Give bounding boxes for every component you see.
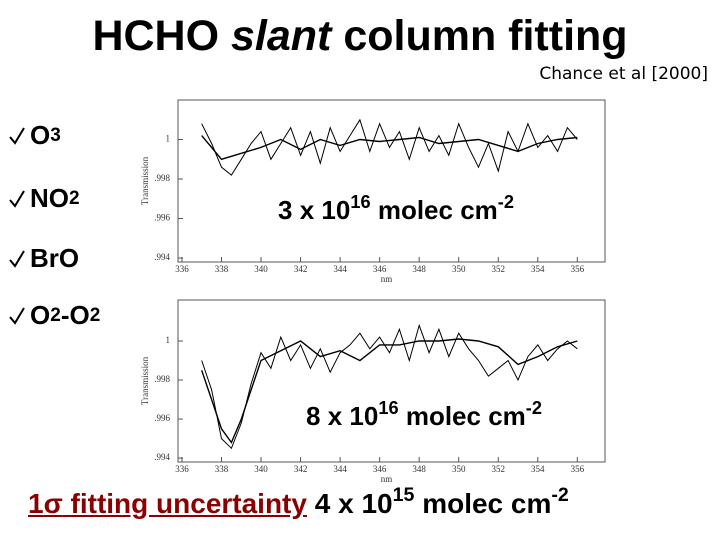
check-icon (9, 249, 25, 268)
bullet-sub: 3 (50, 124, 61, 146)
bullet-sub: 2 (69, 187, 80, 209)
x-tick-label: 338 (215, 264, 229, 274)
data-line (201, 338, 578, 444)
data-line (201, 118, 578, 176)
bullet-text: -O (60, 300, 90, 330)
x-tick-label: 340 (254, 264, 268, 274)
bullet-sub: 2 (50, 304, 61, 326)
x-tick-label: 354 (531, 264, 545, 274)
footer-label: 1σ fitting uncertainty (28, 488, 307, 519)
bullet: NO 2 (8, 183, 80, 214)
footer-unit-exp: -2 (551, 484, 569, 506)
x-tick-label: 338 (215, 464, 229, 474)
bullet-text: O (30, 300, 51, 330)
anno-base: 3 x 10 (278, 194, 351, 225)
y-axis-label: Transmission (140, 356, 150, 405)
check-mark (9, 306, 25, 325)
anno-unit: molec cm (405, 400, 526, 431)
x-tick-label: 352 (492, 464, 506, 474)
bullet-text: O (30, 120, 51, 150)
anno-exp: 16 (350, 192, 371, 212)
footer: 1σ fitting uncertainty 4 x 1015 molec cm… (28, 484, 569, 520)
anno-base: 8 x 10 (306, 400, 379, 431)
title-pre: HCHO (92, 12, 220, 60)
x-tick-label: 356 (571, 464, 585, 474)
check-mark (9, 189, 25, 208)
x-tick-label: 346 (373, 264, 387, 274)
chart: 1 .998 .996 .994 336 338 340 342 344 346 348 350 352… (140, 299, 606, 484)
x-tick-label: 356 (571, 264, 585, 274)
x-axis-label: nm (381, 474, 393, 484)
x-tick-label: 342 (294, 264, 308, 274)
x-tick-label: 350 (452, 264, 466, 274)
anno-unit-exp: -2 (525, 398, 542, 418)
plot-frame (177, 299, 606, 463)
title: HCHO slant column fitting (0, 12, 720, 61)
y-axis-label: Transmission (140, 156, 150, 205)
bullet-text: NO (30, 183, 69, 213)
annotation: 8 x 1016 molec cm-2 (306, 398, 542, 432)
anno-exp: 16 (378, 398, 399, 418)
annotation: 3 x 1016 molec cm-2 (278, 192, 514, 226)
x-tick-label: 348 (412, 464, 426, 474)
footer-sigma: σ (43, 487, 63, 519)
bullet: O 2 -O 2 (8, 300, 100, 331)
x-tick-label: 346 (373, 464, 387, 474)
check-icon (9, 126, 25, 145)
y-tick-label: 1 (166, 335, 171, 345)
data-line (201, 135, 578, 161)
plot-frame (177, 99, 606, 263)
x-tick-label: 340 (254, 464, 268, 474)
bullet-text: BrO (30, 243, 80, 273)
footer-exp: 15 (392, 484, 415, 506)
anno-unit-exp: -2 (497, 192, 514, 212)
anno-unit: molec cm (377, 194, 498, 225)
check-icon (9, 189, 25, 208)
y-tick-label: .994 (154, 252, 170, 262)
check-icon (9, 306, 25, 325)
x-tick-label: 336 (175, 264, 189, 274)
title-post: column fitting (343, 12, 628, 60)
y-tick-label: 1 (166, 134, 171, 144)
citation: Chance et al [2000] (539, 64, 708, 84)
x-tick-label: 352 (492, 264, 506, 274)
footer-num: 1 (28, 487, 44, 519)
y-tick-label: .998 (154, 173, 170, 183)
x-tick-label: 336 (175, 464, 189, 474)
y-tick-label: .996 (154, 413, 170, 423)
bullet-sub: 2 (89, 304, 101, 326)
x-tick-label: 344 (333, 264, 347, 274)
x-tick-label: 344 (333, 464, 347, 474)
data-line (201, 323, 578, 450)
x-tick-label: 342 (294, 464, 308, 474)
footer-text: fitting uncertainty (70, 487, 307, 519)
y-tick-label: .996 (154, 213, 170, 223)
y-tick-label: .994 (154, 452, 170, 462)
check-mark (9, 126, 25, 145)
chart: 1 .998 .996 .994 336 338 340 342 344 346 348 350 352… (140, 99, 606, 284)
y-tick-label: .998 (154, 374, 170, 384)
x-tick-label: 350 (452, 464, 466, 474)
check-mark (9, 249, 25, 268)
footer-base: 4 x 10 (314, 487, 393, 519)
x-axis-label: nm (381, 274, 393, 284)
bullet: BrO (8, 243, 79, 274)
title-italic: slant (231, 12, 332, 60)
footer-unit: molec cm (422, 487, 552, 519)
x-tick-label: 354 (531, 464, 545, 474)
x-tick-label: 348 (412, 264, 426, 274)
